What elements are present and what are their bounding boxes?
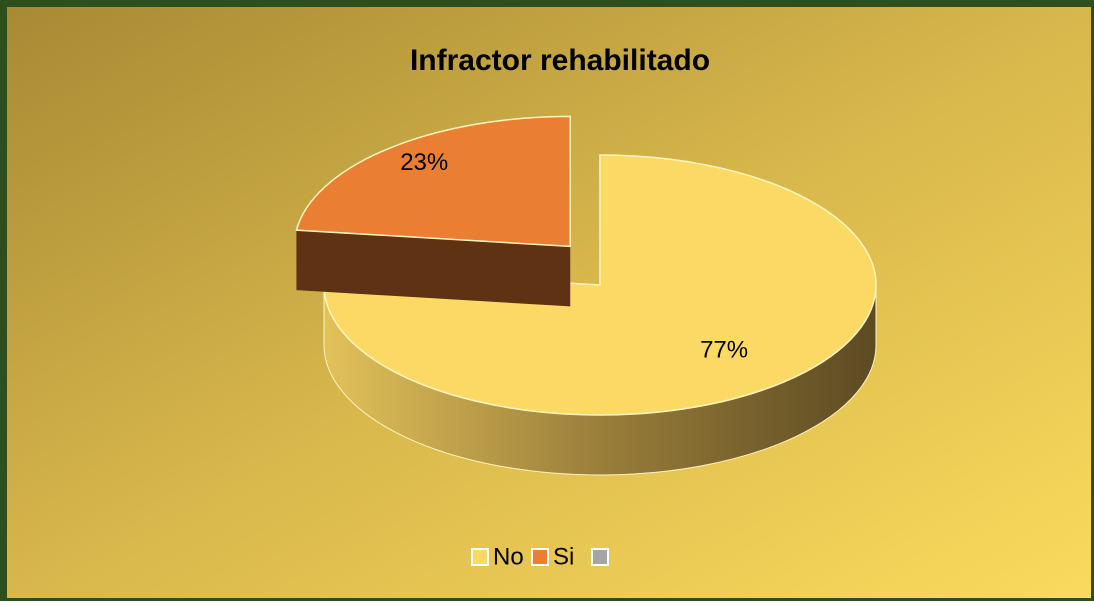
slice-side xyxy=(296,230,571,307)
legend-label: No xyxy=(493,543,524,570)
legend-swatch xyxy=(531,548,549,566)
legend-swatch xyxy=(591,548,609,566)
slice xyxy=(323,154,877,416)
data-label: 23% xyxy=(400,149,448,176)
legend-label: Si xyxy=(553,543,574,570)
slice xyxy=(295,115,571,248)
data-label: 77% xyxy=(700,337,748,364)
pie: 77% 23% xyxy=(295,115,877,476)
legend-swatch xyxy=(471,548,489,566)
chart-title: Infractor rehabilitado xyxy=(410,44,710,77)
legend: No Si xyxy=(471,543,609,570)
